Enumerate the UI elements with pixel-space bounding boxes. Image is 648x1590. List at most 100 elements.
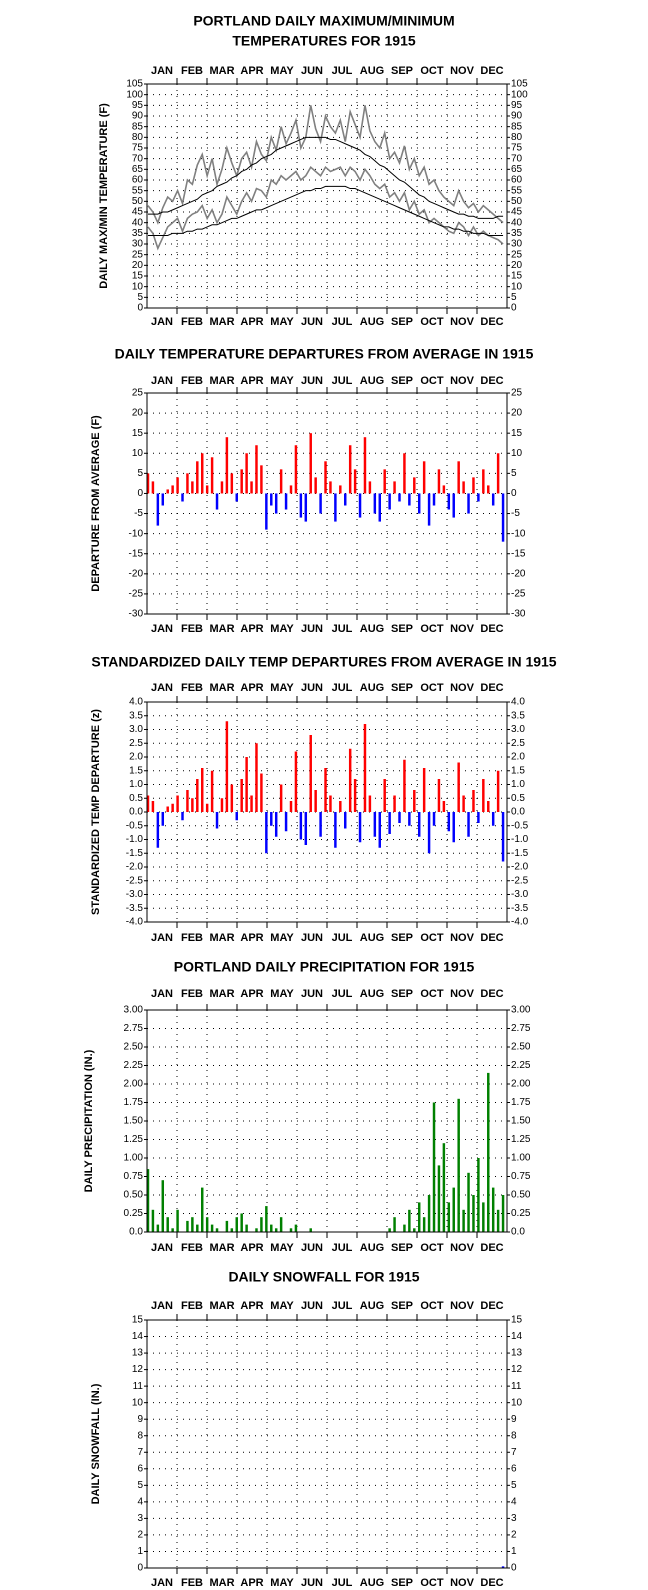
month-label: JUN [301, 1242, 323, 1254]
y-tick-label: 0 [137, 1563, 143, 1574]
departure-bar [270, 812, 273, 826]
bar [225, 1220, 229, 1232]
bar [467, 1172, 470, 1232]
departure-bar [279, 784, 283, 812]
y-tick-label: 8 [511, 1430, 517, 1441]
bar [427, 1195, 431, 1232]
departure-bar [250, 795, 253, 812]
month-label: APR [240, 932, 263, 944]
y-tick-label: 20 [511, 408, 523, 419]
y-tick-label: 80 [511, 132, 523, 143]
y-tick-label: 15 [511, 428, 523, 439]
month-label: SEP [391, 932, 413, 944]
y-tick-label: 0 [137, 303, 143, 314]
y-axis-label: DEPARTURE FROM AVERAGE (F) [90, 415, 102, 592]
y-tick-label: 1.75 [511, 1097, 531, 1108]
y-tick-label: 1.0 [511, 779, 525, 790]
bar [270, 1224, 273, 1232]
y-tick-label: 8 [137, 1430, 143, 1441]
bar [171, 1228, 174, 1232]
y-tick-label: -1.0 [126, 834, 144, 845]
departure-bar [186, 790, 189, 812]
departure-bar [274, 812, 278, 837]
departure-bar [171, 485, 174, 494]
month-label: MAR [209, 316, 234, 328]
y-tick-label: 10 [132, 448, 144, 459]
bar [186, 1220, 189, 1232]
y-tick-label: -0.5 [126, 820, 144, 831]
month-label: NOV [450, 375, 475, 387]
departure-bar [289, 801, 293, 812]
y-tick-label: 3.5 [129, 710, 143, 721]
month-label: DEC [480, 65, 503, 77]
month-label: APR [240, 316, 263, 328]
month-label: NOV [450, 1577, 475, 1589]
departure-bar [482, 779, 485, 812]
departure-bar [319, 493, 322, 514]
bar [274, 1228, 278, 1232]
month-label: NOV [450, 1242, 475, 1254]
bar [156, 1224, 160, 1232]
bar [501, 1566, 505, 1568]
bar [452, 1187, 455, 1232]
month-label: NOV [450, 988, 475, 1000]
departure-bar [191, 798, 194, 812]
departure-bar [166, 489, 169, 494]
departure-bar [230, 473, 234, 494]
departure-bar [334, 812, 337, 848]
departure-bar [373, 493, 377, 514]
month-label: MAY [270, 1300, 294, 1312]
bar [265, 1206, 268, 1232]
month-label: JUN [301, 1577, 323, 1589]
departure-bar [393, 795, 396, 812]
departure-bar [442, 485, 446, 494]
bar [472, 1195, 475, 1232]
plot-frame [146, 392, 508, 615]
departure-bar [442, 801, 446, 812]
y-tick-label: 1.00 [124, 1153, 144, 1164]
departure-bar [432, 812, 436, 826]
departure-bar [373, 812, 377, 837]
departure-bar [467, 812, 470, 837]
y-tick-label: 10 [511, 448, 523, 459]
departure-bar [452, 493, 455, 518]
bar [462, 1209, 465, 1232]
month-label: JUL [332, 932, 353, 944]
month-label: SEP [391, 1300, 413, 1312]
month-label: OCT [420, 988, 444, 1000]
bar [240, 1213, 243, 1232]
month-label: OCT [420, 682, 444, 694]
departure-bar [472, 790, 475, 812]
y-tick-label: -25 [129, 589, 144, 600]
month-label: APR [240, 623, 263, 635]
departure-bar [181, 812, 184, 821]
departure-bar [250, 481, 253, 494]
month-label: AUG [360, 988, 384, 1000]
departure-bar [482, 469, 485, 494]
y-tick-label: -15 [511, 548, 526, 559]
y-tick-label: 15 [511, 271, 523, 282]
month-label: DEC [480, 1242, 503, 1254]
month-label: DEC [480, 988, 503, 1000]
departure-bar [496, 770, 500, 812]
y-tick-label: 4 [137, 1497, 143, 1508]
bar [235, 1217, 238, 1232]
y-tick-label: 2 [511, 1530, 517, 1541]
y-tick-label: -25 [511, 589, 526, 600]
month-label: FEB [181, 65, 203, 77]
bar [205, 1217, 209, 1232]
departure-bar [260, 465, 263, 494]
departure-bar [457, 762, 460, 812]
departure-bar [393, 481, 396, 494]
month-label: SEP [391, 623, 413, 635]
y-tick-label: -20 [511, 568, 526, 579]
y-tick-label: -2.5 [126, 875, 144, 886]
y-tick-label: 2.00 [511, 1079, 531, 1090]
y-tick-label: -1.5 [511, 848, 529, 859]
bar [491, 1187, 495, 1232]
month-label: SEP [391, 1577, 413, 1589]
bar [161, 1180, 165, 1232]
chart-title: STANDARDIZED DAILY TEMP DEPARTURES FROM … [91, 654, 556, 670]
departure-bar [462, 795, 465, 812]
month-label: MAR [209, 65, 234, 77]
